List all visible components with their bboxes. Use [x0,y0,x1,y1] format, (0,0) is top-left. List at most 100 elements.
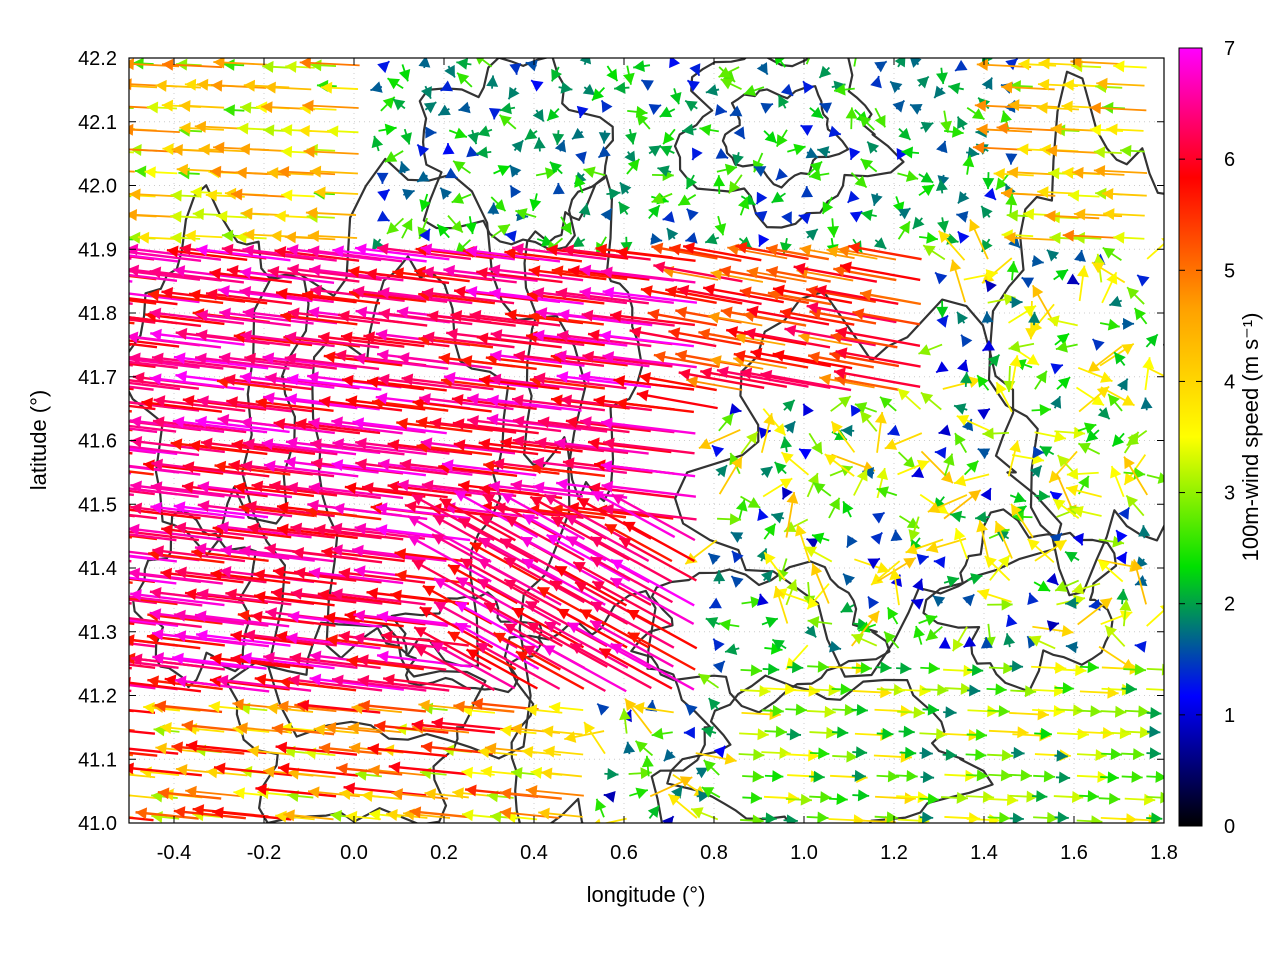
colorbar-label: 100m-wind speed (m s⁻¹) [1238,313,1263,562]
wind-vector [538,807,583,820]
wind-vector [767,288,832,306]
wind-vector [853,58,857,67]
wind-vector [407,515,492,563]
wind-vector [303,145,359,158]
wind-vector [218,285,313,303]
wind-vector [598,130,611,144]
wind-vector [967,573,983,585]
wind-vector [659,145,675,157]
wind-vector [525,600,608,648]
wind-vector [867,595,880,609]
wind-vector [129,85,158,89]
wind-vector [476,58,493,68]
wind-vector [807,660,830,673]
wind-vector [870,560,901,586]
wind-vector [853,468,868,496]
wind-vector [987,705,1010,718]
wind-vector [153,395,246,413]
wind-vector [604,767,619,780]
wind-vector [541,725,583,738]
wind-vector [831,683,852,696]
wind-vector [589,619,674,668]
wind-vector [576,105,589,119]
wind-vector [754,210,768,223]
wind-vector [144,166,178,179]
wind-vector [297,699,381,714]
wind-vector [711,444,725,458]
wind-vector [1034,430,1067,443]
wind-vector [591,86,606,102]
wind-vector [420,85,432,99]
wind-vector [807,351,874,369]
wind-vector [742,791,763,804]
wind-vector [277,165,336,178]
wind-vector [205,288,293,305]
wind-vector [129,409,132,413]
wind-vector [1007,440,1021,477]
wind-vector [1123,663,1147,676]
wind-vector [466,145,479,158]
wind-vector [851,703,868,716]
wind-vector [873,237,887,250]
wind-vector [245,500,335,518]
wind-vector [537,416,630,434]
wind-vector [396,417,473,433]
wind-vector [129,363,133,367]
wind-vector [1064,550,1080,563]
wind-vector [874,107,886,128]
wind-vector [441,459,537,477]
wind-vector [192,208,222,221]
wind-vector [310,59,337,72]
wind-vector [905,538,944,555]
wind-vector [129,428,133,432]
wind-vector [226,396,313,413]
wind-vector [787,143,806,156]
wind-vector [253,569,337,585]
wind-vector [806,472,819,498]
wind-vector [686,79,700,92]
wind-vector [1072,166,1125,179]
wind-vector [376,172,389,184]
wind-vector [543,493,629,542]
wind-vector [182,394,267,411]
wind-vector [884,432,923,450]
x-tick-label: -0.4 [157,842,191,864]
wind-vector [184,229,223,242]
wind-vector [409,806,472,819]
contour-line [630,560,891,714]
y-axis-title: latitude (°) [26,390,51,491]
wind-vector [785,793,813,806]
wind-vector [1009,80,1033,93]
wind-vector [239,545,334,563]
wind-vector [1010,503,1034,539]
wind-vector [318,742,382,755]
wind-vector [461,809,494,822]
wind-vector [1098,645,1135,671]
wind-vector [819,102,833,114]
wind-vector [734,331,786,346]
wind-vector [1131,559,1147,605]
wind-vector [493,165,511,177]
wind-vector [733,350,809,369]
wind-vector [944,812,981,823]
wind-vector [307,245,403,263]
wind-vector [1126,286,1145,305]
wind-vector [533,372,627,390]
wind-vector [785,684,820,697]
wind-vector [710,268,764,283]
wind-vector [354,243,450,261]
wind-vector [185,785,245,798]
wind-vector [317,589,402,605]
wind-vector [1010,685,1037,698]
wind-vector [847,190,860,204]
wind-vector [1066,468,1099,480]
wind-vector [852,789,870,802]
wind-vector [173,806,246,820]
wind-vector [453,490,539,539]
wind-vector [171,741,245,755]
wind-vector [1021,276,1035,289]
wind-vector [1106,123,1144,136]
wind-vector [887,424,900,436]
wind-vector [477,125,493,137]
wind-vector [772,349,853,370]
